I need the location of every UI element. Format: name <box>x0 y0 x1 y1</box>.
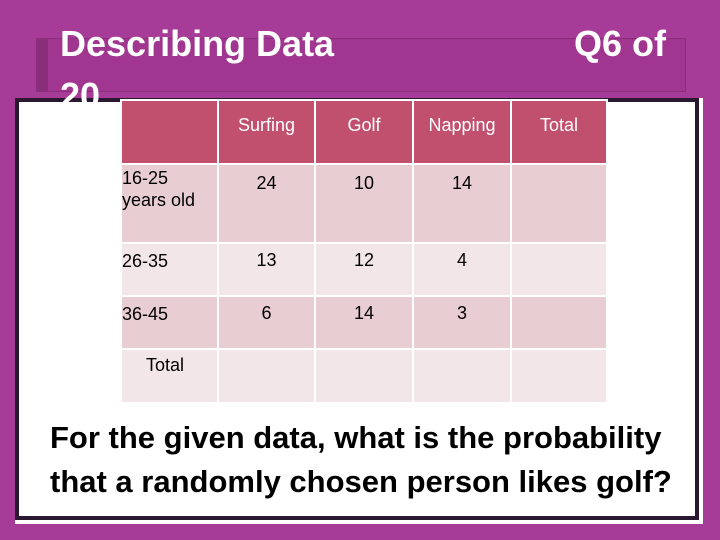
table-row: 36-45 6 14 3 <box>120 295 608 350</box>
table-cell: 12 <box>314 242 414 297</box>
table-header-cell: Golf <box>314 99 414 165</box>
table-cell <box>510 163 608 244</box>
table-cell: 6 <box>217 295 316 350</box>
table-cell: 3 <box>412 295 512 350</box>
table-cell <box>217 348 316 404</box>
table-header-cell: Surfing <box>217 99 316 165</box>
row-label: Total <box>120 348 219 404</box>
table-cell: 10 <box>314 163 414 244</box>
question-area: For the given data, what is the probabil… <box>19 400 695 516</box>
title-bar-decoration <box>36 38 686 92</box>
slide-title-text: Describing Data 20 <box>60 23 335 107</box>
frame-left-border <box>0 98 15 540</box>
table-header-cell: Napping <box>412 99 512 165</box>
row-label: 36-45 <box>120 295 219 350</box>
table-row: Total <box>120 348 608 404</box>
table-row: 26-35 13 12 4 <box>120 242 608 297</box>
frame-right-border <box>703 98 720 540</box>
table-header-corner <box>120 99 219 165</box>
table-cell <box>510 348 608 404</box>
question-number: Q6 of <box>573 23 666 64</box>
table-cell <box>510 295 608 350</box>
data-table: Surfing Golf Napping Total 16-25 years o… <box>120 99 608 404</box>
table-cell <box>314 348 414 404</box>
table-cell: 14 <box>314 295 414 350</box>
row-label: 26-35 <box>120 242 219 297</box>
table-cell: 14 <box>412 163 512 244</box>
table-cell: 4 <box>412 242 512 297</box>
table-header-cell: Total <box>510 99 608 165</box>
table-cell: 13 <box>217 242 316 297</box>
row-label: 16-25 years old <box>120 163 219 244</box>
table-cell: 24 <box>217 163 316 244</box>
question-text: For the given data, what is the probabil… <box>50 420 672 499</box>
table-cell <box>510 242 608 297</box>
table-header-row: Surfing Golf Napping Total <box>120 99 608 165</box>
title-clip: Describing Data 20 Q6 of <box>0 0 720 107</box>
table-row: 16-25 years old 24 10 14 <box>120 163 608 244</box>
frame-bottom-border <box>0 524 720 540</box>
title-bar-accent <box>36 38 48 92</box>
table-cell <box>412 348 512 404</box>
